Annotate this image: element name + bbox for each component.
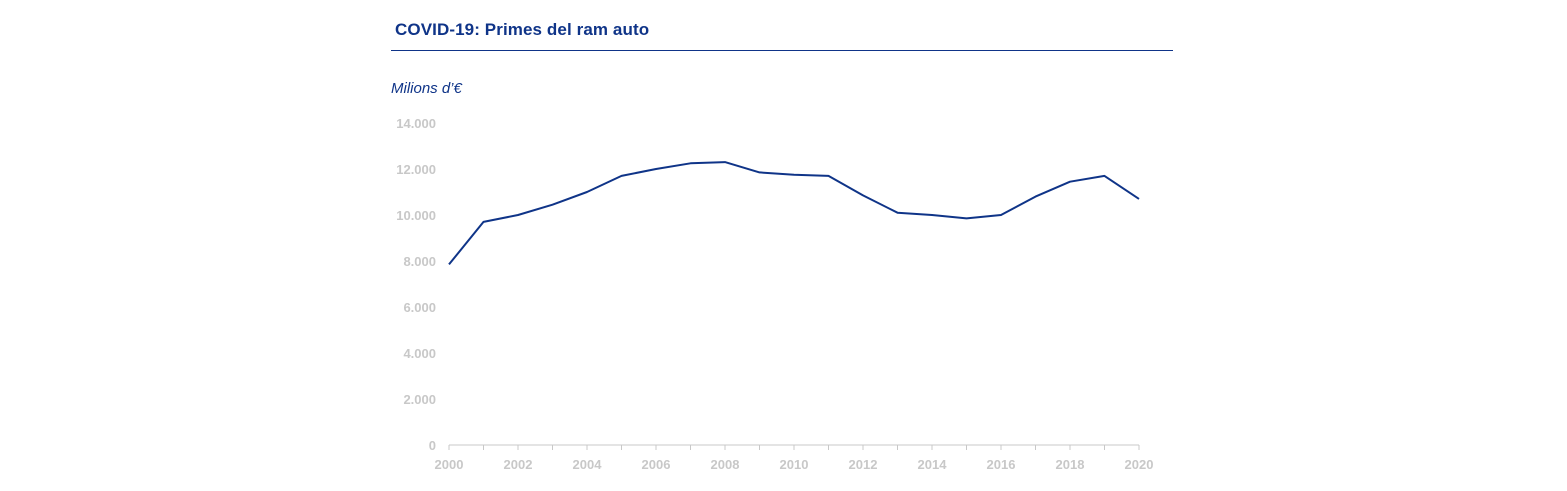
y-tick-label: 12.000 (396, 162, 436, 177)
x-tick-label: 2014 (918, 457, 948, 472)
data-point (690, 162, 692, 164)
title-divider (391, 50, 1173, 51)
y-tick-label: 14.000 (396, 116, 436, 131)
data-point (1104, 175, 1106, 177)
data-point (828, 175, 830, 177)
x-tick-label: 2000 (435, 457, 464, 472)
series-line (448, 161, 1140, 266)
chart-title: COVID-19: Primes del ram auto (395, 20, 650, 39)
data-point (897, 212, 899, 214)
y-tick-label: 8.000 (403, 254, 436, 269)
x-tick-label: 2020 (1125, 457, 1154, 472)
data-point (448, 263, 450, 265)
x-tick-label: 2010 (780, 457, 809, 472)
data-point (1000, 214, 1002, 216)
data-point (552, 204, 554, 206)
x-tick-label: 2018 (1056, 457, 1085, 472)
data-point (966, 217, 968, 219)
y-tick-label: 0 (429, 438, 436, 453)
x-tick-label: 2002 (504, 457, 533, 472)
x-tick-label: 2012 (849, 457, 878, 472)
x-tick-label: 2006 (642, 457, 671, 472)
y-axis-ticks: 0 2.000 4.000 6.000 8.000 10.000 12.000 14.000 (396, 116, 436, 453)
y-tick-label: 6.000 (403, 300, 436, 315)
series-layer (448, 161, 1140, 266)
y-tick-label: 2.000 (403, 392, 436, 407)
data-point (931, 214, 933, 216)
x-axis: 2000 2002 2004 2006 2008 2010 2012 2014 2016 2018… (435, 444, 1154, 472)
x-tick-label: 2004 (573, 457, 603, 472)
data-point (759, 171, 761, 173)
data-point (621, 175, 623, 177)
data-point (517, 214, 519, 216)
data-point (1035, 196, 1037, 198)
data-point (793, 174, 795, 176)
data-point (483, 221, 485, 223)
data-point (1069, 181, 1071, 183)
data-point (1138, 198, 1140, 200)
y-tick-label: 4.000 (403, 346, 436, 361)
data-point (724, 161, 726, 163)
data-point (862, 194, 864, 196)
x-tick-label: 2008 (711, 457, 740, 472)
data-point (586, 191, 588, 193)
x-tick-label: 2016 (987, 457, 1016, 472)
y-axis-unit-label: Milions d’€ (391, 80, 462, 97)
data-point (655, 168, 657, 170)
y-tick-label: 10.000 (396, 208, 436, 223)
